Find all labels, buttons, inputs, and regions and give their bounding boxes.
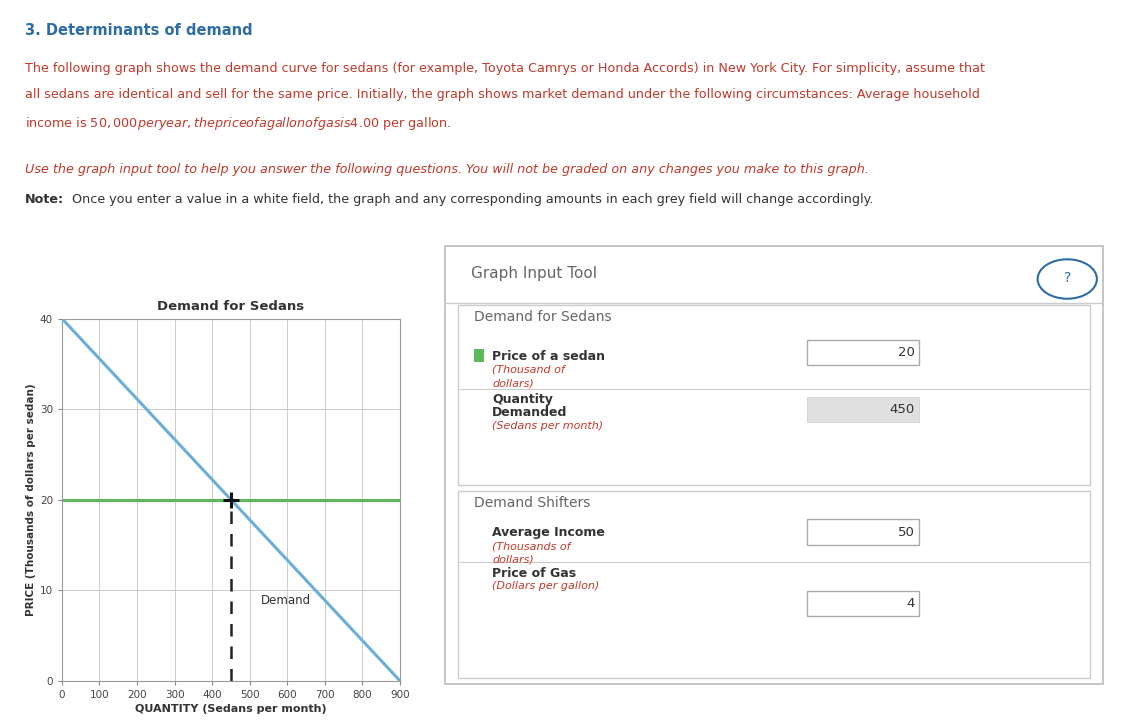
FancyBboxPatch shape (807, 340, 919, 366)
Text: The following graph shows the demand curve for sedans (for example, Toyota Camry: The following graph shows the demand cur… (25, 62, 985, 75)
FancyBboxPatch shape (807, 520, 919, 545)
Y-axis label: PRICE (Thousands of dollars per sedan): PRICE (Thousands of dollars per sedan) (26, 383, 36, 616)
FancyBboxPatch shape (445, 246, 1103, 684)
Text: all sedans are identical and sell for the same price. Initially, the graph shows: all sedans are identical and sell for th… (25, 88, 980, 101)
Text: 4: 4 (906, 597, 914, 610)
X-axis label: QUANTITY (Sedans per month): QUANTITY (Sedans per month) (135, 704, 327, 714)
Text: Once you enter a value in a white field, the graph and any corresponding amounts: Once you enter a value in a white field,… (68, 193, 873, 206)
Circle shape (1038, 259, 1097, 299)
Text: Demand Shifters: Demand Shifters (474, 496, 591, 510)
Text: dollars): dollars) (492, 555, 534, 565)
Text: (Thousands of: (Thousands of (492, 542, 571, 552)
Text: (Dollars per gallon): (Dollars per gallon) (492, 581, 599, 592)
FancyBboxPatch shape (458, 306, 1090, 485)
Text: Graph Input Tool: Graph Input Tool (471, 266, 597, 281)
Text: Note:: Note: (25, 193, 64, 206)
Text: (Sedans per month): (Sedans per month) (492, 421, 604, 432)
Text: Price of Gas: Price of Gas (492, 567, 577, 580)
Text: income is $50,000 per year, the price of a gallon of gas is $4.00 per gallon.: income is $50,000 per year, the price of… (25, 115, 452, 132)
Text: 3. Determinants of demand: 3. Determinants of demand (25, 23, 252, 38)
Title: Demand for Sedans: Demand for Sedans (158, 300, 304, 313)
Text: 450: 450 (890, 403, 914, 416)
Text: ?: ? (1064, 271, 1071, 285)
FancyBboxPatch shape (807, 591, 919, 616)
Text: Quantity: Quantity (492, 393, 553, 406)
Text: Demand: Demand (261, 594, 311, 607)
FancyBboxPatch shape (458, 492, 1090, 678)
Text: Demand for Sedans: Demand for Sedans (474, 310, 613, 324)
Text: 20: 20 (897, 346, 914, 359)
Text: 50: 50 (897, 526, 914, 539)
Text: Use the graph input tool to help you answer the following questions. You will no: Use the graph input tool to help you ans… (25, 163, 868, 176)
Text: (Thousand of: (Thousand of (492, 364, 565, 374)
Text: Price of a sedan: Price of a sedan (492, 350, 605, 363)
Text: Demanded: Demanded (492, 406, 568, 419)
Text: dollars): dollars) (492, 379, 534, 389)
Bar (474, 349, 484, 362)
Text: Average Income: Average Income (492, 526, 605, 539)
FancyBboxPatch shape (807, 397, 919, 422)
